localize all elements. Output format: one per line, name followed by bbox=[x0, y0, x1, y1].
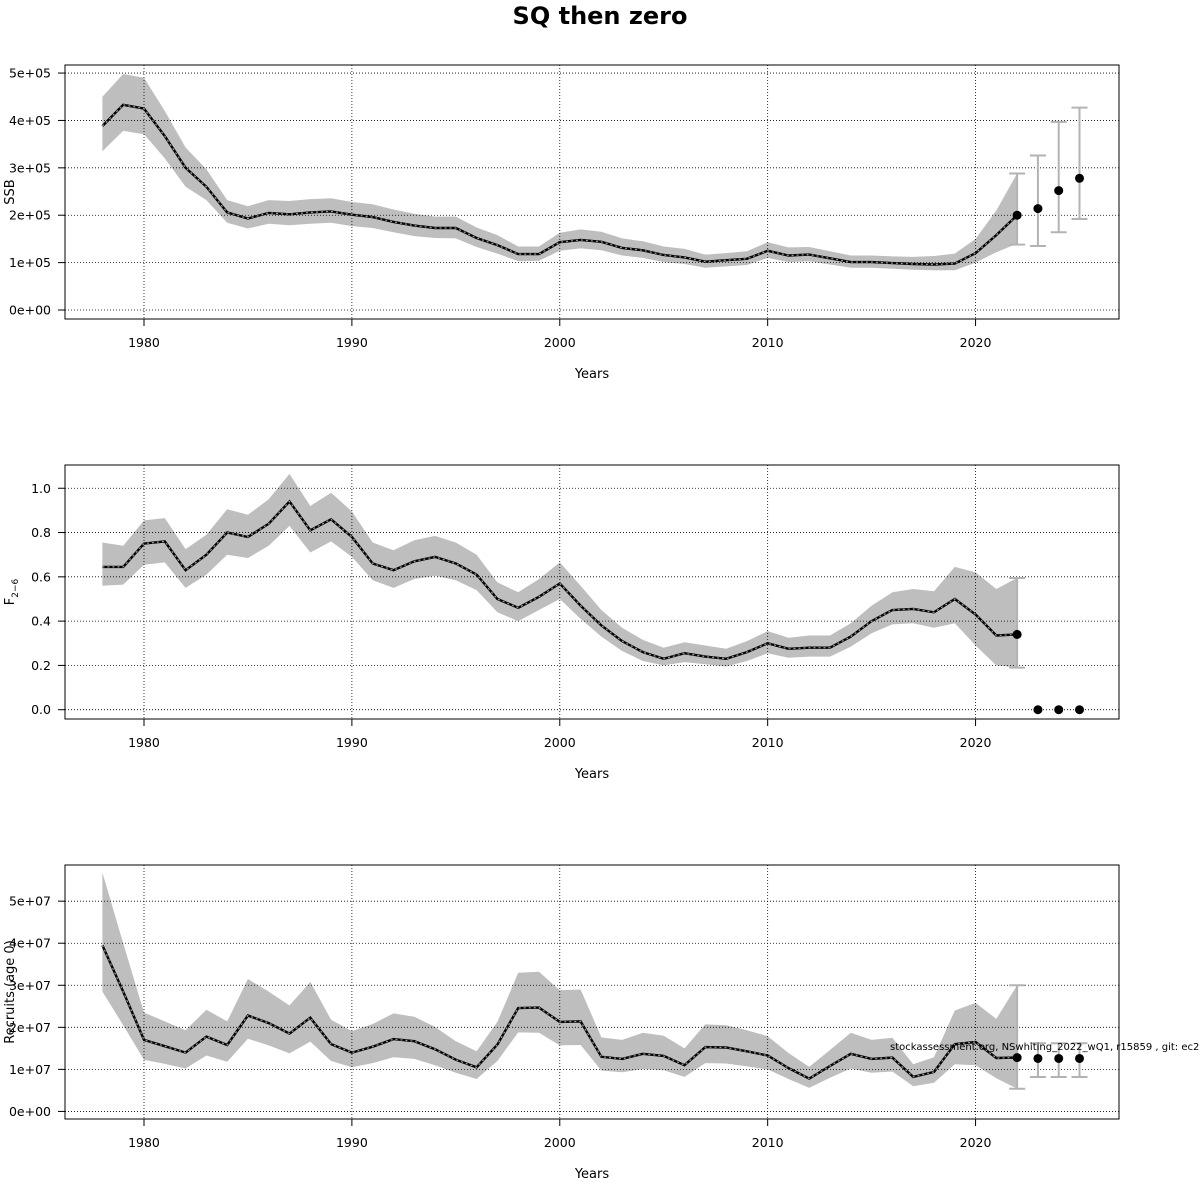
ssb-x-tick-label: 1990 bbox=[336, 335, 368, 350]
ssb-y-tick-label: 2e+05 bbox=[9, 208, 51, 223]
recruits-x-tick-label: 2010 bbox=[752, 1135, 784, 1150]
ssb-plot-frame bbox=[64, 64, 1120, 320]
fbar-forecast-point bbox=[1075, 705, 1085, 715]
ssb-x-tick-label: 2010 bbox=[752, 335, 784, 350]
ssb-forecast-point bbox=[1012, 210, 1022, 220]
recruits-forecast-point bbox=[1012, 1053, 1022, 1063]
fbar-y-tick-label: 0.2 bbox=[31, 658, 51, 673]
fbar-plot-frame bbox=[64, 464, 1120, 720]
ssb-y-tick-label: 5e+05 bbox=[9, 66, 51, 81]
ssb-y-tick-label: 4e+05 bbox=[9, 113, 51, 128]
ssb-panel: 1980 1990 2000 2010 2020 0e+00 1e+05 2e+05 3e+05… bbox=[3, 64, 1120, 382]
recruits-y-tick-label: 2e+07 bbox=[9, 1020, 51, 1035]
recruits-x-axis-title: Years bbox=[574, 1167, 610, 1182]
version-footnote: stockassessment.org, NSwhiting_2022_wQ1,… bbox=[890, 1042, 1200, 1053]
fbar-y-tick-label: 0.8 bbox=[31, 525, 51, 540]
fbar-panel: 1980 1990 2000 2010 2020 0.0 0.2 0.4 0.6 0.8 1.0 Ye… bbox=[3, 464, 1120, 782]
recruits-x-tick-label: 2020 bbox=[960, 1135, 992, 1150]
ssb-x-tick-label: 2000 bbox=[544, 335, 576, 350]
recruits-forecast-point bbox=[1075, 1053, 1085, 1063]
recruits-plot-frame bbox=[64, 864, 1120, 1120]
ssb-estimate-line bbox=[101, 103, 1018, 266]
ssb-forecast-point bbox=[1054, 186, 1064, 196]
fbar-y-axis-title: F2−6 bbox=[3, 578, 21, 605]
ssb-forecast-point bbox=[1075, 173, 1085, 183]
recruits-y-tick-label: 0e+00 bbox=[9, 1104, 51, 1119]
ssb-x-tick-label: 2020 bbox=[960, 335, 992, 350]
ssb-y-tick-label: 0e+00 bbox=[9, 302, 51, 317]
fbar-y-tick-label: 0.4 bbox=[31, 614, 51, 629]
fbar-y-tick-label: 0.6 bbox=[31, 569, 51, 584]
fbar-y-axis-subscript: 2−6 bbox=[11, 578, 21, 597]
ssb-y-tick-label: 3e+05 bbox=[9, 160, 51, 175]
fbar-forecast-point bbox=[1012, 629, 1022, 639]
recruits-forecast-point bbox=[1033, 1053, 1043, 1063]
ssb-x-tick-label: 1980 bbox=[128, 335, 160, 350]
recruits-y-tick-label: 5e+07 bbox=[9, 894, 51, 909]
recruits-y-tick-label: 3e+07 bbox=[9, 978, 51, 993]
ssb-x-axis-title: Years bbox=[574, 367, 610, 382]
recruits-y-tick-label: 4e+07 bbox=[9, 936, 51, 951]
fbar-y-tick-label: 0.0 bbox=[31, 702, 51, 717]
fbar-x-tick-label: 2000 bbox=[544, 735, 576, 750]
fbar-estimate-line-dots bbox=[102, 500, 1018, 660]
fbar-x-tick-label: 2010 bbox=[752, 735, 784, 750]
fbar-forecast-point bbox=[1054, 705, 1064, 715]
recruits-confidence-band bbox=[102, 872, 1018, 1089]
recruits-forecast-point bbox=[1054, 1053, 1064, 1063]
recruits-y-axis-title: Recruits (age 0) bbox=[3, 940, 18, 1044]
recruits-panel: 1980 1990 2000 2010 2020 0e+00 1e+07 2e+07 3e+07… bbox=[3, 864, 1120, 1182]
fbar-x-axis-title: Years bbox=[574, 767, 610, 782]
ssb-y-tick-label: 1e+05 bbox=[9, 255, 51, 270]
fbar-y-tick-label: 1.0 bbox=[31, 481, 51, 496]
recruits-x-tick-label: 1990 bbox=[336, 1135, 368, 1150]
fbar-forecast-point bbox=[1033, 705, 1043, 715]
fbar-x-tick-label: 1980 bbox=[128, 735, 160, 750]
recruits-estimate-line-dots bbox=[101, 945, 1018, 1080]
panels: 1980 1990 2000 2010 2020 0e+00 1e+05 2e+05 3e+05… bbox=[3, 64, 1120, 1182]
ssb-y-axis-title: SSB bbox=[3, 179, 18, 204]
recruits-y-tick-label: 1e+07 bbox=[9, 1062, 51, 1077]
ssb-forecast-point bbox=[1033, 204, 1043, 214]
fbar-x-tick-label: 1990 bbox=[336, 735, 368, 750]
ssb-confidence-band bbox=[102, 74, 1018, 271]
figure-title: SQ then zero bbox=[513, 2, 688, 30]
recruits-x-tick-label: 2000 bbox=[544, 1135, 576, 1150]
fbar-x-tick-label: 2020 bbox=[960, 735, 992, 750]
recruits-x-tick-label: 1980 bbox=[128, 1135, 160, 1150]
